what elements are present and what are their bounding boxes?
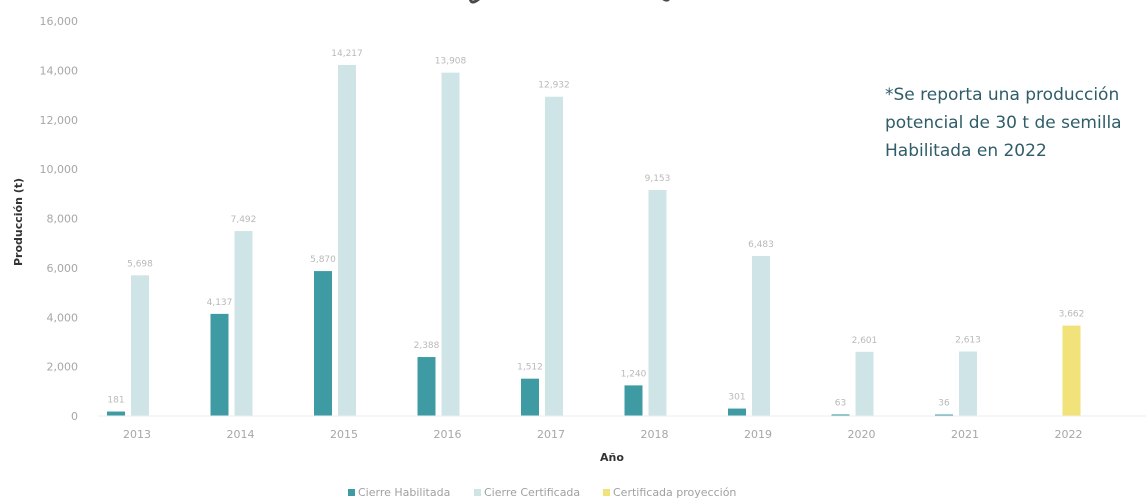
bar-cierre-habilitada-2018: [624, 385, 643, 416]
y-tick-label: 14,000: [40, 64, 79, 77]
bar-cierre-certificada-2016: [441, 72, 460, 417]
y-tick-label: 2,000: [47, 361, 79, 374]
x-tick-label: 2022: [1055, 428, 1083, 441]
legend: Cierre Habilitada Cierre Certificada Certi…: [348, 486, 736, 499]
x-tick-label: 2017: [537, 428, 565, 441]
bar-cierre-habilitada-2021: [935, 414, 953, 416]
bar-cierre-habilitada-2020: [831, 414, 850, 416]
legend-label: Certificada proyección: [613, 486, 736, 499]
data-label: 1,512: [517, 363, 543, 373]
annotation-note: *Se reporta una producción potencial de …: [885, 85, 1122, 161]
bar-cierre-habilitada-2013: [107, 411, 125, 416]
bar-cierre-habilitada-2017: [521, 378, 539, 416]
legend-swatch-cierre-certificada: [474, 489, 481, 496]
bar-cierre-certificada-2021: [959, 351, 977, 416]
data-label: 9,153: [645, 174, 671, 184]
data-label: 2,388: [414, 341, 440, 351]
bar-cierre-certificada-2019: [752, 255, 770, 416]
y-tick-label: 4,000: [47, 311, 79, 324]
y-tick-label: 6,000: [47, 262, 79, 275]
data-label: 13,908: [435, 57, 467, 67]
value-labels-group: 181 5,698 4,137 7,492 5,870 14,217 2,388 13,908…: [107, 49, 1084, 408]
data-label: 7,492: [231, 215, 257, 225]
y-tick-label: 16,000: [40, 15, 79, 28]
bar-certificada-proyecci-n-2022: [1062, 325, 1081, 416]
legend-swatch-certificada-proyecci-n: [603, 489, 610, 496]
x-tick-label: 2018: [641, 428, 669, 441]
y-tick-label: 10,000: [40, 163, 79, 176]
data-label: 5,698: [127, 259, 153, 269]
data-label: 2,613: [955, 335, 981, 345]
y-tick-label: 12,000: [40, 114, 79, 127]
annotation-line-1: *Se reporta una producción: [885, 85, 1119, 105]
y-tick-label: 8,000: [47, 213, 79, 226]
x-tick-label: 2020: [848, 428, 876, 441]
data-label: 3,662: [1059, 310, 1085, 320]
bar-cierre-certificada-2018: [648, 190, 667, 416]
annotation-line-2: potencial de 30 t de semilla: [885, 113, 1122, 133]
data-label: 14,217: [331, 49, 363, 59]
annotation-line-3: Habilitada en 2022: [885, 141, 1047, 161]
x-tick-label: 2013: [123, 428, 151, 441]
data-label: 181: [107, 396, 124, 406]
data-label: 63: [835, 398, 846, 408]
legend-swatch-cierre-habilitada: [348, 489, 355, 496]
data-label: 36: [938, 399, 950, 409]
x-tick-label: 2019: [744, 428, 772, 441]
y-tick-label: 0: [71, 410, 78, 423]
bars-group: [107, 65, 1081, 417]
data-label: 2,601: [852, 336, 878, 346]
x-axis-title: Año: [600, 451, 624, 464]
bar-cierre-habilitada-2014: [210, 313, 229, 416]
bar-cierre-certificada-2015: [338, 65, 356, 416]
bar-cierre-certificada-2014: [234, 231, 253, 416]
data-label: 6,483: [748, 240, 774, 250]
x-tick-label: 2016: [434, 428, 462, 441]
data-label: 12,932: [538, 81, 570, 91]
y-axis-ticks: 0 2,000 4,000 6,000 8,000 10,000 12,000 14,000 1…: [40, 15, 79, 423]
bar-cierre-habilitada-2019: [728, 408, 746, 416]
data-label: 301: [728, 393, 745, 403]
bar-cierre-certificada-2020: [855, 351, 874, 416]
legend-label: Cierre Habilitada: [358, 486, 450, 499]
data-label: 4,137: [207, 298, 233, 308]
x-axis-ticks: 2013 2014 2015 2016 2017 2018 2019 2020 2021 2022: [123, 428, 1083, 441]
x-tick-label: 2021: [951, 428, 979, 441]
x-tick-label: 2015: [330, 428, 358, 441]
data-label: 1,240: [621, 369, 647, 379]
bar-cierre-habilitada-2016: [417, 357, 436, 416]
bar-cierre-certificada-2017: [545, 96, 563, 417]
data-label: 5,870: [310, 255, 336, 265]
y-axis-title: Producción (t): [12, 178, 25, 266]
bar-cierre-habilitada-2015: [314, 271, 332, 416]
x-tick-label: 2014: [227, 428, 255, 441]
chart-title-fragment: [469, 0, 670, 4]
legend-label: Cierre Certificada: [484, 486, 580, 499]
bar-cierre-certificada-2013: [131, 275, 149, 416]
